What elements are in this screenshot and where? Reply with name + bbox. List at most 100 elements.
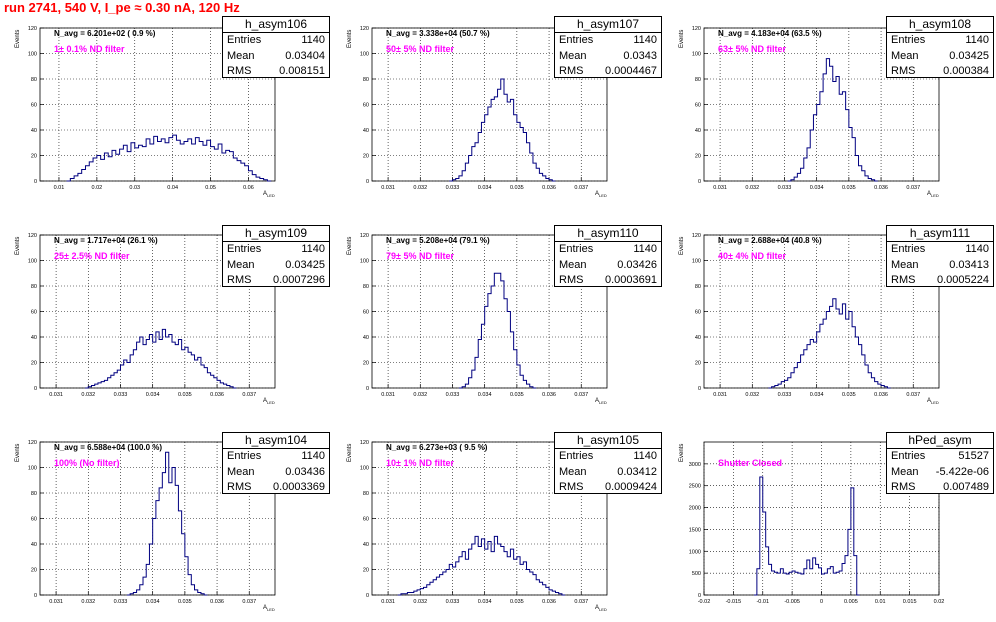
y-tick-label: 100: [360, 466, 369, 472]
y-tick-label: 2000: [689, 506, 701, 512]
y-tick-label: 0: [366, 386, 369, 392]
stats-label: Mean: [891, 49, 919, 62]
x-tick-label: 0.015: [903, 599, 917, 605]
stats-row-mean: Mean 0.0343: [555, 49, 661, 65]
stats-row-rms: RMS 0.0004467: [555, 64, 661, 80]
histogram-svg: 0.031 0.032 0.033 0.034 0.035 0.036 0.037 0 20 40…: [360, 26, 608, 191]
y-axis-label: Events: [15, 443, 21, 462]
y-tick-label: 80: [31, 284, 37, 290]
y-axis-label: Events: [347, 236, 353, 255]
stats-row-mean: Mean 0.03413: [887, 258, 993, 274]
y-tick-label: 20: [363, 361, 369, 367]
histogram-line: [66, 134, 272, 182]
page-title: run 2741, 540 V, I_pe ≈ 0.30 nA, 120 Hz: [4, 0, 240, 15]
x-tick-label: 0.033: [446, 599, 460, 605]
y-tick-label: 60: [695, 103, 701, 109]
stats-row-rms: RMS 0.007489: [887, 480, 993, 496]
stats-label: Entries: [227, 243, 262, 255]
stats-label: RMS: [559, 274, 584, 286]
stats-label: RMS: [227, 481, 252, 493]
y-tick-label: 20: [31, 154, 37, 160]
x-tick-label: 0.032: [413, 185, 427, 191]
y-tick-label: 40: [31, 335, 37, 341]
stats-row-mean: Mean 0.03425: [887, 49, 993, 65]
y-tick-label: 40: [363, 128, 369, 134]
x-tick-label: 0.035: [510, 599, 524, 605]
stats-label: Entries: [559, 243, 594, 255]
histogram-pad-h_asym108: 0.031 0.032 0.033 0.034 0.035 0.036 0.037 0 20 40…: [664, 0, 996, 207]
x-tick-label: 0.031: [713, 185, 727, 191]
x-axis-label-main: A: [263, 191, 268, 197]
n-avg-label: N_avg = 6.588e+04 (100.0 %): [54, 443, 163, 452]
n-avg-label: N_avg = 1.717e+04 (26.1 %): [54, 236, 158, 245]
stats-title: h_asym106: [223, 17, 329, 33]
stats-label: Entries: [891, 243, 926, 255]
y-tick-label: 100: [28, 52, 37, 58]
histogram-pad-h_asym105: 0.031 0.032 0.033 0.034 0.035 0.036 0.037 0 20 40…: [332, 414, 664, 621]
x-axis-label-sub: LED: [267, 193, 275, 199]
stats-label: Mean: [227, 258, 255, 271]
y-tick-label: 80: [363, 284, 369, 290]
y-tick-label: 0: [698, 179, 701, 185]
stats-row-rms: RMS 0.0007296: [223, 273, 329, 289]
histogram-pad-h_asym109: 0.031 0.032 0.033 0.034 0.035 0.036 0.037 0 20 40…: [0, 207, 332, 414]
stats-row-entries: Entries 1140: [555, 449, 661, 465]
x-tick-label: 0.035: [842, 185, 856, 191]
x-tick-label: 0.031: [381, 185, 395, 191]
y-tick-label: 120: [28, 440, 37, 446]
x-tick-label: 0.032: [745, 185, 759, 191]
y-tick-label: 120: [692, 233, 701, 239]
x-tick-label: 0.031: [49, 392, 63, 398]
y-tick-label: 0: [698, 386, 701, 392]
histogram-line: [768, 298, 891, 389]
stats-title: h_asym105: [555, 433, 661, 449]
y-tick-label: 120: [360, 440, 369, 446]
x-tick-label: 0.033: [778, 185, 792, 191]
y-tick-label: 0: [34, 386, 37, 392]
x-tick-label: 0.037: [574, 392, 588, 398]
stats-label: Mean: [559, 258, 587, 271]
stats-row-mean: Mean 0.03436: [223, 465, 329, 481]
stats-value: 0.03413: [949, 258, 989, 271]
histogram-svg: 0.031 0.032 0.033 0.034 0.035 0.036 0.037 0 20 40…: [28, 440, 276, 605]
stats-value: 0.008151: [279, 65, 325, 77]
x-axis-label-sub: LED: [599, 400, 607, 406]
n-avg-label: N_avg = 2.688e+04 (40.8 %): [718, 236, 822, 245]
x-tick-label: 0.035: [510, 185, 524, 191]
stats-label: Mean: [227, 49, 255, 62]
x-axis-label-sub: LED: [267, 400, 275, 406]
x-tick-label: 0.034: [810, 392, 824, 398]
stats-row-rms: RMS 0.000384: [887, 64, 993, 80]
stats-row-rms: RMS 0.008151: [223, 64, 329, 80]
x-axis-label-sub: LED: [267, 607, 275, 613]
x-tick-label: 0.037: [906, 392, 920, 398]
x-tick-label: 0.005: [844, 599, 858, 605]
y-tick-label: 120: [360, 233, 369, 239]
histogram-pad-h_asym104: 0.031 0.032 0.033 0.034 0.035 0.036 0.037 0 20 40…: [0, 414, 332, 621]
stats-value: 1140: [301, 243, 325, 255]
stats-label: Entries: [891, 34, 926, 46]
x-axis-label-main: A: [927, 398, 932, 404]
y-tick-label: 60: [31, 517, 37, 523]
x-tick-label: 0.036: [874, 185, 888, 191]
stats-row-mean: Mean 0.03404: [223, 49, 329, 65]
y-tick-label: 20: [31, 568, 37, 574]
x-tick-label: 0.033: [446, 185, 460, 191]
stats-row-rms: RMS 0.0003691: [555, 273, 661, 289]
filter-annotation: 79± 5% ND filter: [386, 251, 454, 261]
y-tick-label: 20: [363, 568, 369, 574]
x-axis-label: ALED: [263, 191, 275, 198]
n-avg-label: N_avg = 3.338e+04 (50.7 %): [386, 29, 490, 38]
y-tick-label: 120: [28, 233, 37, 239]
n-avg-label: N_avg = 6.273e+03 ( 9.5 %): [386, 443, 488, 452]
y-axis-label: Events: [679, 29, 685, 48]
x-axis-label-main: A: [595, 398, 600, 404]
x-axis-label-main: A: [595, 605, 600, 611]
stats-title: h_asym109: [223, 226, 329, 242]
stats-label: Mean: [891, 465, 919, 478]
histogram-pad-h_asym110: 0.031 0.032 0.033 0.034 0.035 0.036 0.037 0 20 40…: [332, 207, 664, 414]
stats-row-entries: Entries 1140: [223, 33, 329, 49]
histogram-svg: 0.031 0.032 0.033 0.034 0.035 0.036 0.037 0 20 40…: [692, 233, 940, 398]
stats-title: h_asym107: [555, 17, 661, 33]
stats-box: h_asym109 Entries 1140 Mean 0.03425 RMS 0.0007…: [222, 225, 330, 287]
